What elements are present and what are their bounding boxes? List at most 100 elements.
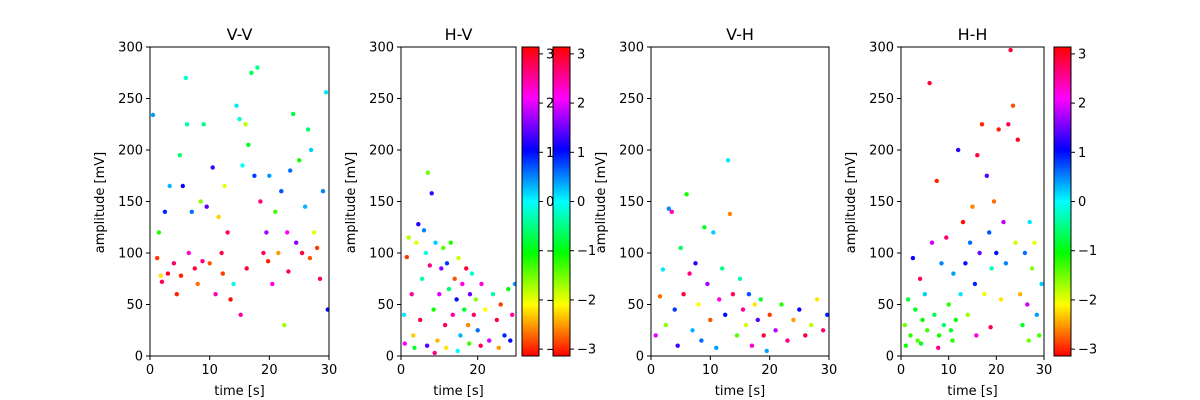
data-point	[922, 292, 927, 297]
axes-frame	[650, 46, 830, 357]
data-point	[465, 322, 471, 328]
chart-title: V-H	[726, 25, 754, 44]
data-point	[432, 350, 437, 356]
data-point	[915, 338, 920, 343]
data-point	[299, 250, 305, 256]
data-point	[974, 333, 979, 338]
x-axis-label: time [s]	[214, 384, 264, 399]
data-point	[276, 250, 281, 256]
data-point	[977, 250, 982, 256]
data-point	[510, 312, 515, 317]
data-point	[264, 230, 269, 235]
data-point	[498, 302, 503, 307]
y-tick-label: 200	[619, 144, 644, 159]
data-point	[951, 271, 956, 276]
data-point	[749, 343, 755, 348]
data-point	[317, 276, 323, 281]
y-tick-label: 50	[877, 298, 894, 313]
scatter-points	[653, 158, 829, 354]
data-point	[1039, 281, 1044, 287]
y-tick-label: 250	[619, 92, 644, 107]
x-axis-label: time [s]	[433, 384, 483, 399]
data-point	[210, 165, 215, 170]
axes-frame	[149, 46, 330, 357]
data-point	[444, 261, 450, 266]
colorbar-tick-label: 1	[1078, 146, 1086, 161]
data-point	[490, 292, 496, 297]
data-point	[767, 312, 772, 317]
data-point	[435, 338, 440, 343]
data-point	[1022, 250, 1028, 256]
data-point	[708, 317, 713, 323]
data-point	[200, 259, 205, 264]
scatter-points	[902, 47, 1044, 350]
y-tick-label: 100	[369, 247, 394, 262]
x-tick-label: 30	[321, 363, 338, 378]
data-point	[1001, 219, 1006, 225]
data-point	[402, 341, 407, 346]
data-point	[496, 345, 501, 350]
data-point	[987, 230, 992, 235]
data-point	[265, 259, 271, 264]
data-point	[178, 273, 184, 278]
data-point	[723, 312, 728, 317]
colorbar-tick-label: 3	[546, 47, 554, 62]
data-point	[450, 312, 455, 317]
data-point	[991, 199, 997, 204]
colorbar-tick-label: 2	[1078, 97, 1086, 112]
colorbar-tick-label: −3	[577, 343, 596, 358]
data-point	[711, 230, 716, 235]
data-point	[1006, 122, 1011, 127]
data-point	[460, 281, 465, 287]
colorbar-gradient	[1053, 46, 1072, 357]
data-point	[690, 328, 695, 333]
data-point	[444, 345, 449, 350]
x-tick-label: 20	[469, 363, 486, 378]
data-point	[773, 328, 778, 333]
data-point	[418, 317, 423, 323]
data-point	[675, 343, 680, 348]
data-point	[431, 307, 436, 312]
data-point	[936, 345, 941, 350]
data-point	[1034, 312, 1040, 317]
colorbar-tick-label: 3	[1078, 47, 1086, 62]
data-point	[270, 281, 275, 287]
data-point	[177, 153, 182, 158]
data-point	[279, 189, 284, 194]
data-point	[307, 255, 313, 261]
y-tick-label: 250	[869, 92, 894, 107]
data-point	[965, 312, 970, 317]
chart-title: H-H	[958, 25, 988, 44]
data-point	[201, 122, 206, 127]
data-point	[198, 199, 203, 204]
data-point	[237, 116, 242, 122]
colorbar: 3 2 1 0 −1 −2 −3	[1053, 46, 1097, 358]
data-point	[699, 338, 704, 343]
data-point	[702, 225, 707, 230]
data-point	[779, 302, 784, 307]
y-tick-label: 150	[869, 195, 894, 210]
data-point	[982, 292, 987, 297]
data-point	[925, 328, 930, 333]
data-point	[958, 292, 963, 297]
data-point	[687, 271, 692, 276]
y-axis-label: amplitude [mV]	[93, 152, 108, 254]
data-point	[302, 204, 308, 209]
y-tick-label: 200	[369, 144, 394, 159]
data-point	[156, 230, 162, 235]
data-point	[412, 345, 417, 350]
data-point	[469, 271, 475, 276]
data-point	[448, 240, 453, 245]
data-point	[902, 322, 907, 328]
scatter-points	[401, 170, 516, 356]
y-tick-label: 200	[869, 144, 894, 159]
data-point	[452, 276, 457, 281]
data-point	[1027, 219, 1032, 225]
data-point	[678, 245, 683, 251]
data-point	[657, 294, 663, 299]
